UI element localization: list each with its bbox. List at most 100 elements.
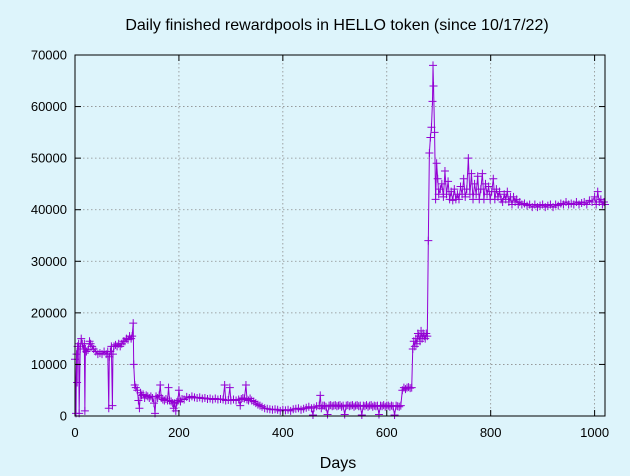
data-point: [593, 187, 602, 196]
plot-frame: [74, 54, 606, 417]
data-point: [461, 192, 470, 201]
data-point: [249, 397, 258, 406]
y-tick-label: 30000: [31, 254, 67, 269]
data-point: [156, 381, 165, 390]
data-point: [308, 410, 317, 419]
data-point: [489, 174, 498, 183]
data-point: [316, 391, 325, 400]
data-point: [582, 200, 591, 209]
y-tick-label: 70000: [31, 48, 67, 63]
data-point: [407, 383, 416, 392]
data-point: [442, 190, 451, 199]
data-point: [427, 123, 436, 132]
data-point: [478, 169, 487, 178]
data-point: [72, 350, 81, 359]
data-point: [444, 177, 453, 186]
data-point: [464, 154, 473, 163]
data-point: [95, 349, 104, 358]
data-point: [253, 400, 262, 409]
data-point: [77, 334, 86, 343]
data-point: [423, 332, 432, 341]
data-point: [456, 182, 465, 191]
data-point: [167, 397, 176, 406]
y-tick-label: 10000: [31, 357, 67, 372]
x-axis-label: Days: [320, 455, 356, 472]
data-point: [467, 169, 476, 178]
data-point: [425, 148, 434, 157]
data-point: [483, 190, 492, 199]
data-point: [108, 401, 117, 410]
data-point: [459, 174, 468, 183]
data-point: [590, 192, 599, 201]
data-point: [390, 410, 399, 419]
data-point: [340, 410, 349, 419]
data-point: [424, 236, 433, 245]
y-tick-label: 0: [60, 409, 67, 424]
data-point: [149, 399, 158, 408]
data-point: [428, 97, 437, 106]
data-point: [174, 386, 183, 395]
data-point: [440, 167, 449, 176]
data-point: [484, 182, 493, 191]
data-point: [247, 396, 256, 405]
data-point: [472, 190, 481, 199]
data-point: [473, 172, 482, 181]
data-point: [225, 383, 234, 392]
y-tick-label: 40000: [31, 202, 67, 217]
x-tick-label: 600: [376, 425, 398, 440]
data-point: [172, 398, 181, 407]
data-point: [395, 402, 404, 411]
data-point: [108, 350, 117, 359]
data-point: [134, 396, 143, 405]
data-point: [503, 187, 512, 196]
data-point: [450, 185, 459, 194]
data-point: [495, 187, 504, 196]
chart-title: Daily finished rewardpools in HELLO toke…: [125, 17, 548, 34]
data-point: [436, 185, 445, 194]
data-point: [430, 128, 439, 137]
data-point: [80, 406, 89, 415]
y-tick-label: 60000: [31, 99, 67, 114]
data-point: [462, 185, 471, 194]
data-point: [178, 394, 187, 403]
data-point: [454, 195, 463, 204]
data-point: [433, 174, 442, 183]
y-tick-label: 50000: [31, 151, 67, 166]
data-point: [406, 384, 415, 393]
data-point: [161, 394, 170, 403]
data-point: [432, 159, 441, 168]
data-point: [588, 197, 597, 206]
data-point: [83, 345, 92, 354]
data-point: [429, 61, 438, 70]
data-point: [251, 399, 260, 408]
axis-ticks: 0 10000 20000 30000 40000 50000 60000 70000 0 200…: [31, 48, 609, 441]
data-point: [128, 332, 137, 341]
data-point: [323, 410, 332, 419]
data-point: [241, 381, 250, 390]
x-tick-label: 1000: [580, 425, 609, 440]
data-point: [255, 401, 264, 410]
grid-lines: [75, 55, 605, 416]
data-point: [236, 401, 245, 410]
data-point: [220, 381, 229, 390]
data-point: [434, 190, 443, 199]
y-tick-label: 20000: [31, 305, 67, 320]
data-point: [337, 402, 346, 411]
x-tick-label: 200: [168, 425, 190, 440]
data-point: [129, 319, 138, 328]
x-tick-label: 0: [71, 425, 78, 440]
data-point: [129, 360, 138, 369]
data-point: [396, 401, 405, 410]
data-point: [437, 179, 446, 188]
data-point: [164, 383, 173, 392]
data-point: [238, 393, 247, 402]
data-point: [374, 410, 383, 419]
x-tick-label: 800: [480, 425, 502, 440]
x-tick-label: 400: [272, 425, 294, 440]
data-point: [470, 179, 479, 188]
data-point: [82, 347, 91, 356]
data-point: [476, 185, 485, 194]
data-point: [487, 187, 496, 196]
